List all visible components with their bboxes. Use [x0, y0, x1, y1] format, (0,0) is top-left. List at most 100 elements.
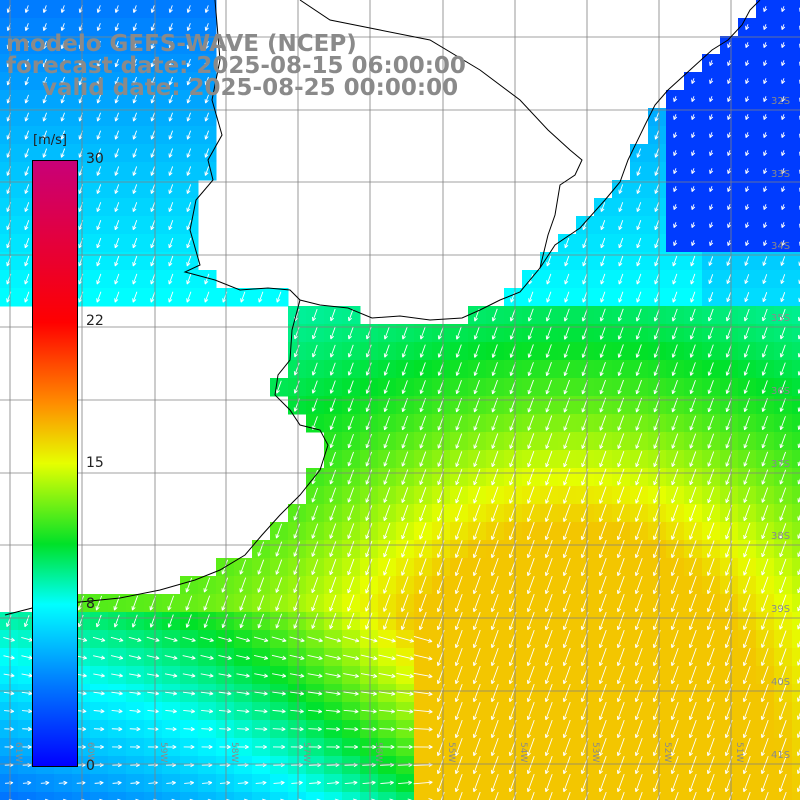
wind-arrow: [653, 344, 660, 358]
wind-arrow: [706, 593, 715, 613]
wind-arrow: [275, 559, 283, 575]
wind-arrow: [707, 522, 715, 540]
wind-arrow: [617, 379, 624, 395]
wind-arrow: [527, 308, 534, 322]
wind-arrow: [526, 665, 535, 685]
wind-arrow: [616, 755, 625, 775]
wind-arrow: [329, 416, 336, 431]
wind-arrow: [293, 577, 301, 593]
wind-arrow: [473, 362, 480, 377]
wind-arrow: [564, 273, 570, 285]
wind-arrow: [546, 255, 552, 267]
wind-arrow: [293, 559, 301, 575]
wind-arrow: [635, 415, 643, 431]
wind-cell: [90, 792, 109, 800]
wind-arrow: [42, 148, 48, 158]
wind-arrow: [599, 415, 607, 431]
wind-arrow: [760, 719, 769, 739]
wind-arrow: [673, 132, 678, 139]
wind-arrow: [239, 559, 247, 575]
wind-cell: [792, 90, 800, 109]
wind-arrow: [4, 709, 15, 714]
wind-arrow: [636, 184, 642, 194]
wind-arrow: [397, 727, 414, 732]
wind-arrow: [562, 737, 571, 757]
wind-arrow: [167, 595, 175, 611]
wind-arrow: [114, 202, 120, 213]
wind-arrow: [526, 755, 535, 775]
wind-arrow: [671, 308, 678, 322]
wind-arrow: [329, 451, 336, 467]
wind-arrow: [150, 237, 156, 249]
wind-arrow: [96, 291, 102, 303]
wind-arrow: [707, 344, 714, 358]
wind-arrow: [150, 291, 156, 303]
wind-arrow: [544, 755, 553, 775]
wind-arrow: [379, 727, 395, 732]
wind-arrow: [546, 291, 552, 303]
wind-arrow: [329, 559, 337, 576]
wind-arrow: [347, 344, 354, 358]
wind-arrow: [168, 58, 173, 68]
wind-arrow: [254, 726, 268, 732]
wind-arrow: [562, 647, 571, 667]
wind-arrow: [454, 701, 463, 721]
wind-arrow: [329, 613, 337, 630]
wind-arrow: [689, 433, 697, 449]
wind-arrow: [691, 96, 696, 103]
wind-arrow: [3, 636, 15, 642]
wind-arrow: [329, 326, 336, 340]
wind-arrow: [762, 256, 768, 266]
wind-cell: [792, 342, 800, 361]
wind-arrow: [544, 557, 553, 577]
wind-arrow: [763, 204, 768, 211]
wind-arrow: [397, 744, 413, 750]
wind-arrow: [526, 521, 535, 541]
wind-arrow: [365, 398, 372, 412]
coastline-argentina: [4, 299, 329, 616]
wind-arrow: [617, 344, 624, 358]
wind-arrow: [727, 168, 732, 175]
wind-arrow: [168, 273, 174, 285]
wind-arrow: [689, 540, 697, 558]
wind-arrow: [472, 575, 481, 595]
wind-arrow: [761, 398, 768, 413]
wind-arrow: [527, 486, 535, 504]
wind-arrow: [201, 744, 213, 750]
wind-arrow: [254, 673, 268, 678]
wind-arrow: [455, 468, 463, 486]
wind-arrow: [671, 380, 678, 395]
wind-arrow: [745, 24, 750, 31]
wind-arrow: [564, 291, 570, 303]
colorbar: [32, 160, 78, 767]
wind-arrow: [688, 611, 697, 631]
wind-arrow: [688, 575, 697, 595]
longitude-labels: 61W 60W 59W 58W 57W 56W 55W 54W 53W 52W 51W: [13, 742, 744, 762]
wind-arrow: [673, 168, 678, 175]
wind-arrow: [562, 665, 571, 685]
wind-arrow: [114, 184, 120, 194]
wind-arrow: [365, 416, 372, 431]
wind-arrow: [290, 744, 304, 750]
wind-arrow: [383, 415, 390, 431]
wind-arrow: [219, 780, 231, 785]
wind-cell: [792, 144, 800, 163]
wind-arrow: [401, 433, 409, 449]
wind-arrow: [744, 256, 750, 266]
wind-arrow: [24, 112, 29, 122]
wind-arrow: [743, 469, 751, 485]
wind-arrow: [150, 58, 155, 68]
wind-cell: [792, 450, 800, 469]
wind-arrow: [257, 577, 265, 593]
wind-arrow: [742, 683, 751, 703]
wind-arrow: [308, 744, 322, 750]
wind-arrow: [600, 273, 606, 285]
wind-arrow: [582, 273, 588, 285]
wind-arrow: [473, 433, 481, 449]
wind-arrow: [42, 130, 48, 140]
wind-arrow: [616, 773, 625, 793]
wind-arrow: [779, 451, 787, 467]
wind-arrow: [779, 326, 786, 340]
wind-arrow: [671, 451, 679, 467]
